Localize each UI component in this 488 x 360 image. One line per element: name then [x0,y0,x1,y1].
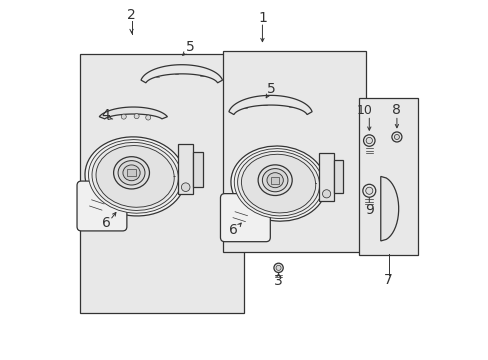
Ellipse shape [234,149,322,219]
Circle shape [181,183,190,192]
Bar [319,153,333,201]
Text: 6: 6 [229,223,238,237]
Circle shape [273,263,283,273]
Ellipse shape [258,165,292,195]
Ellipse shape [85,137,185,216]
Circle shape [322,190,330,198]
Circle shape [121,114,126,119]
Text: 8: 8 [392,103,401,117]
Circle shape [134,114,139,119]
Text: 5: 5 [185,40,194,54]
Circle shape [363,135,374,146]
Ellipse shape [230,146,325,221]
Bar [127,169,136,176]
Bar [223,51,366,252]
Text: 2: 2 [127,8,136,22]
Ellipse shape [262,168,287,192]
Ellipse shape [88,140,182,213]
Ellipse shape [113,157,149,189]
Ellipse shape [122,165,140,181]
Bar [178,144,193,194]
Text: 10: 10 [356,104,372,117]
Polygon shape [99,107,167,119]
Bar [193,152,203,187]
Circle shape [394,134,399,139]
Ellipse shape [96,145,174,207]
Text: 5: 5 [266,82,275,95]
Circle shape [276,265,281,270]
Text: 7: 7 [384,273,392,287]
Text: 1: 1 [258,11,266,25]
Ellipse shape [241,154,315,213]
Ellipse shape [92,143,178,210]
Polygon shape [228,95,311,114]
Circle shape [145,115,150,120]
Polygon shape [141,65,222,83]
Ellipse shape [266,173,283,188]
FancyBboxPatch shape [220,194,270,242]
Circle shape [366,138,372,144]
Text: 4: 4 [101,108,109,122]
Circle shape [365,187,372,194]
FancyBboxPatch shape [77,181,126,231]
Ellipse shape [118,161,144,185]
Circle shape [391,132,401,142]
Text: 6: 6 [102,216,111,230]
Bar [359,98,418,255]
Bar [333,160,343,193]
Bar [270,177,279,184]
Circle shape [362,184,375,197]
Text: 3: 3 [274,274,283,288]
Ellipse shape [237,151,319,216]
Bar [80,54,244,313]
Polygon shape [380,176,398,241]
Text: 9: 9 [364,203,373,217]
